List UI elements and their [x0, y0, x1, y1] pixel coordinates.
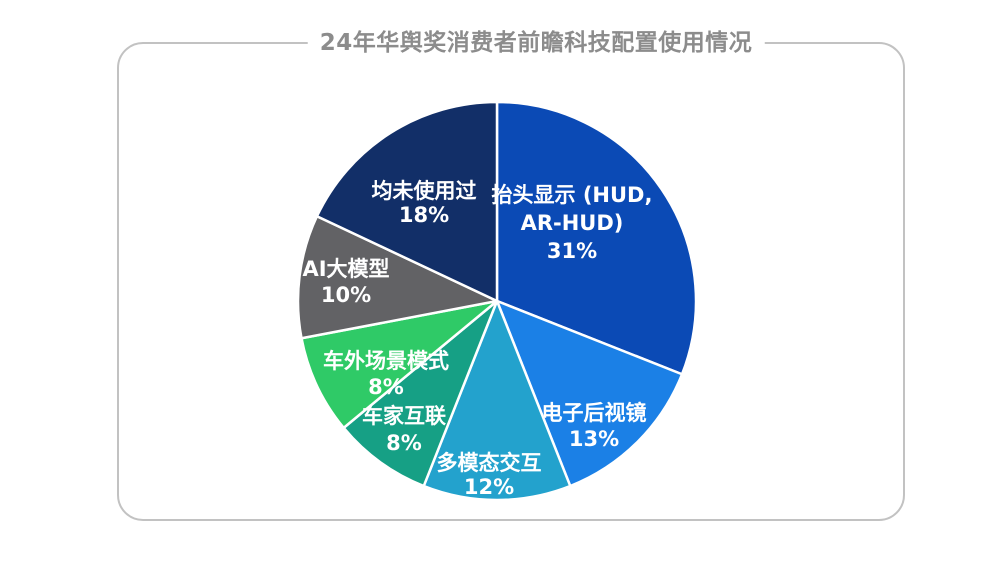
pie-slice-3 [422, 299, 572, 502]
pie-slice-7 [315, 100, 499, 303]
pie-slice-label-7: 均未使用过 18% [372, 179, 477, 227]
pie-slice-2 [495, 299, 684, 488]
pie-slice-label-2: 电子后视镜 13% [542, 401, 647, 451]
pie-slice-label-6: AI大模型 10% [302, 257, 389, 307]
pie-slice-label-4: 车家互联 8% [362, 404, 446, 455]
pie-slice-label-3: 多模态交互 12% [437, 451, 542, 499]
chart-card: 24年华舆奖消费者前瞻科技配置使用情况 [117, 28, 905, 521]
pie-slice-6 [296, 215, 499, 340]
chart-title: 24年华舆奖消费者前瞻科技配置使用情况 [307, 28, 765, 58]
pie-slice-4 [342, 299, 499, 488]
pie-slice-label-5: 车外场景模式 8% [323, 349, 449, 399]
pie-slice-label-1: 抬头显示 (HUD, AR-HUD) 31% [492, 183, 653, 263]
pie-slice-5 [300, 299, 499, 430]
pie-slice-1 [495, 100, 698, 376]
